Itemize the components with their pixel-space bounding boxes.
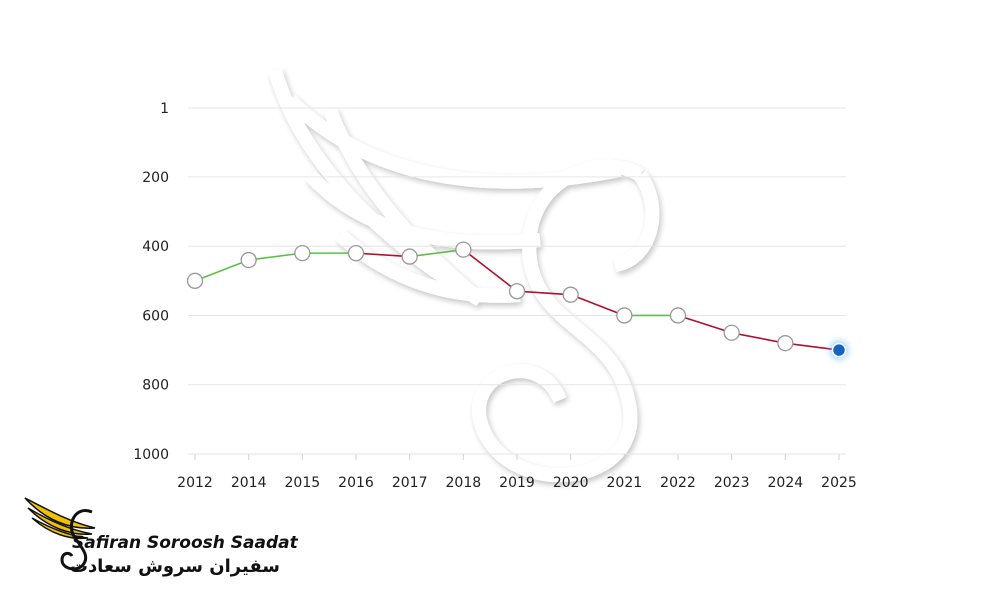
y-tick-label: 400	[142, 239, 169, 255]
brand-name-en: Safiran Soroosh Saadat	[72, 533, 299, 553]
swan-icon	[60, 509, 93, 571]
x-axis-ticks: 2012 2014 2015 2016 2017 2018 2019 2020 2021 2022…	[177, 475, 857, 491]
data-point[interactable]	[562, 286, 579, 303]
data-point[interactable]	[669, 307, 687, 324]
series-segment	[570, 293, 625, 317]
highlight-point[interactable]	[831, 342, 847, 358]
grid-lines	[188, 107, 846, 460]
series-segment	[462, 249, 518, 292]
data-point[interactable]	[455, 241, 472, 258]
y-axis-ticks: 1 200 400 600 800 1000	[133, 101, 169, 463]
series-segment	[194, 259, 249, 282]
x-tick-label: 2015	[285, 475, 321, 491]
watermark-logo	[268, 68, 660, 483]
y-tick-label: 800	[142, 378, 169, 394]
wing-icon	[24, 497, 96, 540]
x-tick-label: 2016	[338, 475, 374, 491]
data-point[interactable]	[240, 251, 257, 269]
series-segment	[731, 331, 786, 344]
x-tick-label: 2024	[768, 475, 804, 491]
y-tick-label: 1	[160, 101, 169, 117]
data-point[interactable]	[723, 324, 740, 341]
x-tick-label: 2021	[607, 475, 643, 491]
y-tick-label: 200	[142, 170, 169, 186]
series-segment	[409, 248, 464, 258]
x-tick-label: 2022	[660, 475, 696, 491]
series-segment	[248, 252, 303, 261]
x-tick-label: 2014	[231, 475, 267, 491]
data-point[interactable]	[186, 272, 204, 289]
x-tick-label: 2012	[177, 475, 213, 491]
data-point[interactable]	[777, 335, 794, 352]
data-point[interactable]	[401, 248, 418, 265]
x-tick-label: 2017	[392, 475, 428, 491]
x-tick-label: 2020	[553, 475, 589, 491]
x-tick-label: 2025	[821, 475, 857, 491]
data-point[interactable]	[347, 244, 365, 262]
data-point[interactable]	[294, 244, 311, 262]
x-tick-label: 2018	[446, 475, 482, 491]
series-segment	[516, 290, 571, 296]
x-tick-label: 2023	[714, 475, 750, 491]
x-tick-label: 2019	[499, 475, 535, 491]
brand-logo: Safiran Soroosh Saadat سفیران سروش سعادت	[24, 497, 299, 577]
series-segment	[355, 252, 410, 258]
y-tick-label: 600	[142, 308, 169, 324]
brand-name-fa: سفیران سروش سعادت	[70, 556, 280, 577]
data-point[interactable]	[616, 307, 633, 324]
series-points	[186, 241, 849, 361]
series-line	[194, 248, 840, 351]
y-tick-label: 1000	[133, 447, 169, 463]
data-point[interactable]	[508, 283, 526, 300]
series-segment	[677, 314, 732, 334]
